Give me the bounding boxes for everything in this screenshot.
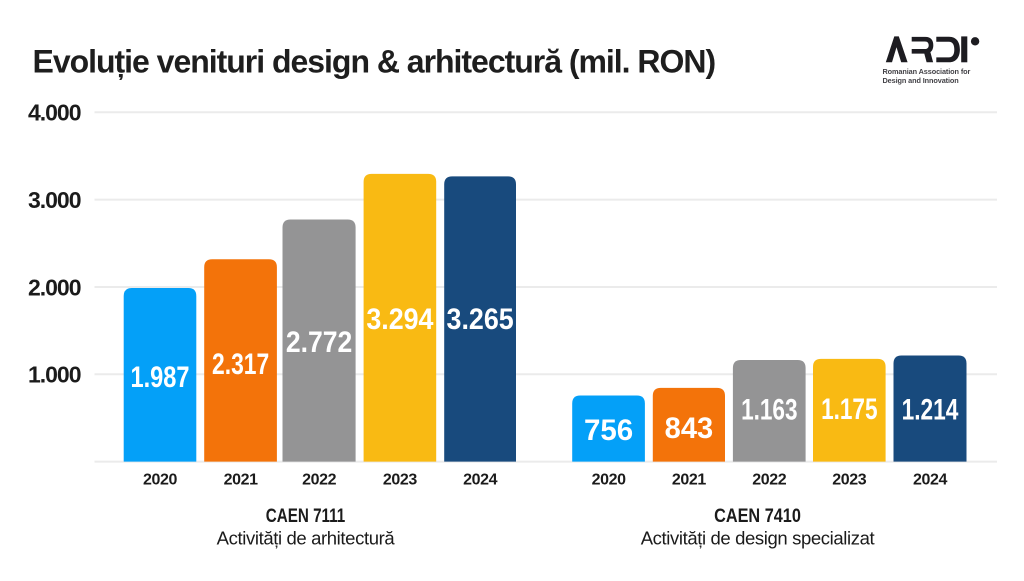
svg-text:4.000: 4.000 xyxy=(28,100,81,126)
svg-text:2024: 2024 xyxy=(913,472,947,489)
svg-text:2022: 2022 xyxy=(752,472,786,489)
svg-text:756: 756 xyxy=(584,414,633,447)
svg-text:2020: 2020 xyxy=(592,472,626,489)
svg-text:1.987: 1.987 xyxy=(130,361,189,394)
svg-text:1.214: 1.214 xyxy=(902,392,959,426)
svg-text:1.000: 1.000 xyxy=(28,362,81,388)
svg-text:1.163: 1.163 xyxy=(741,393,797,427)
svg-text:2021: 2021 xyxy=(224,472,258,489)
svg-text:Romanian Association for: Romanian Association for xyxy=(883,67,971,76)
svg-text:3.000: 3.000 xyxy=(28,187,81,213)
svg-text:Activități de design specializ: Activități de design specializat xyxy=(641,528,875,549)
svg-text:2023: 2023 xyxy=(832,472,866,489)
svg-text:2021: 2021 xyxy=(672,472,706,489)
svg-text:2.772: 2.772 xyxy=(286,326,352,359)
svg-text:2.317: 2.317 xyxy=(212,347,269,381)
svg-text:3.265: 3.265 xyxy=(447,302,514,335)
svg-text:Evoluție venituri design & arh: Evoluție venituri design & arhitectură (… xyxy=(33,44,716,80)
svg-text:Design and Innovation: Design and Innovation xyxy=(883,76,959,85)
svg-text:2024: 2024 xyxy=(463,472,497,489)
svg-text:2023: 2023 xyxy=(383,472,417,489)
svg-text:843: 843 xyxy=(665,413,713,445)
svg-text:CAEN 7111: CAEN 7111 xyxy=(266,506,346,527)
svg-text:Activități de arhitectură: Activități de arhitectură xyxy=(217,528,396,549)
svg-text:CAEN 7410: CAEN 7410 xyxy=(714,506,801,527)
svg-text:2022: 2022 xyxy=(302,472,336,489)
svg-text:2.000: 2.000 xyxy=(28,274,81,300)
svg-text:2020: 2020 xyxy=(143,472,177,489)
svg-text:3.294: 3.294 xyxy=(366,302,433,335)
svg-text:1.175: 1.175 xyxy=(821,392,877,426)
